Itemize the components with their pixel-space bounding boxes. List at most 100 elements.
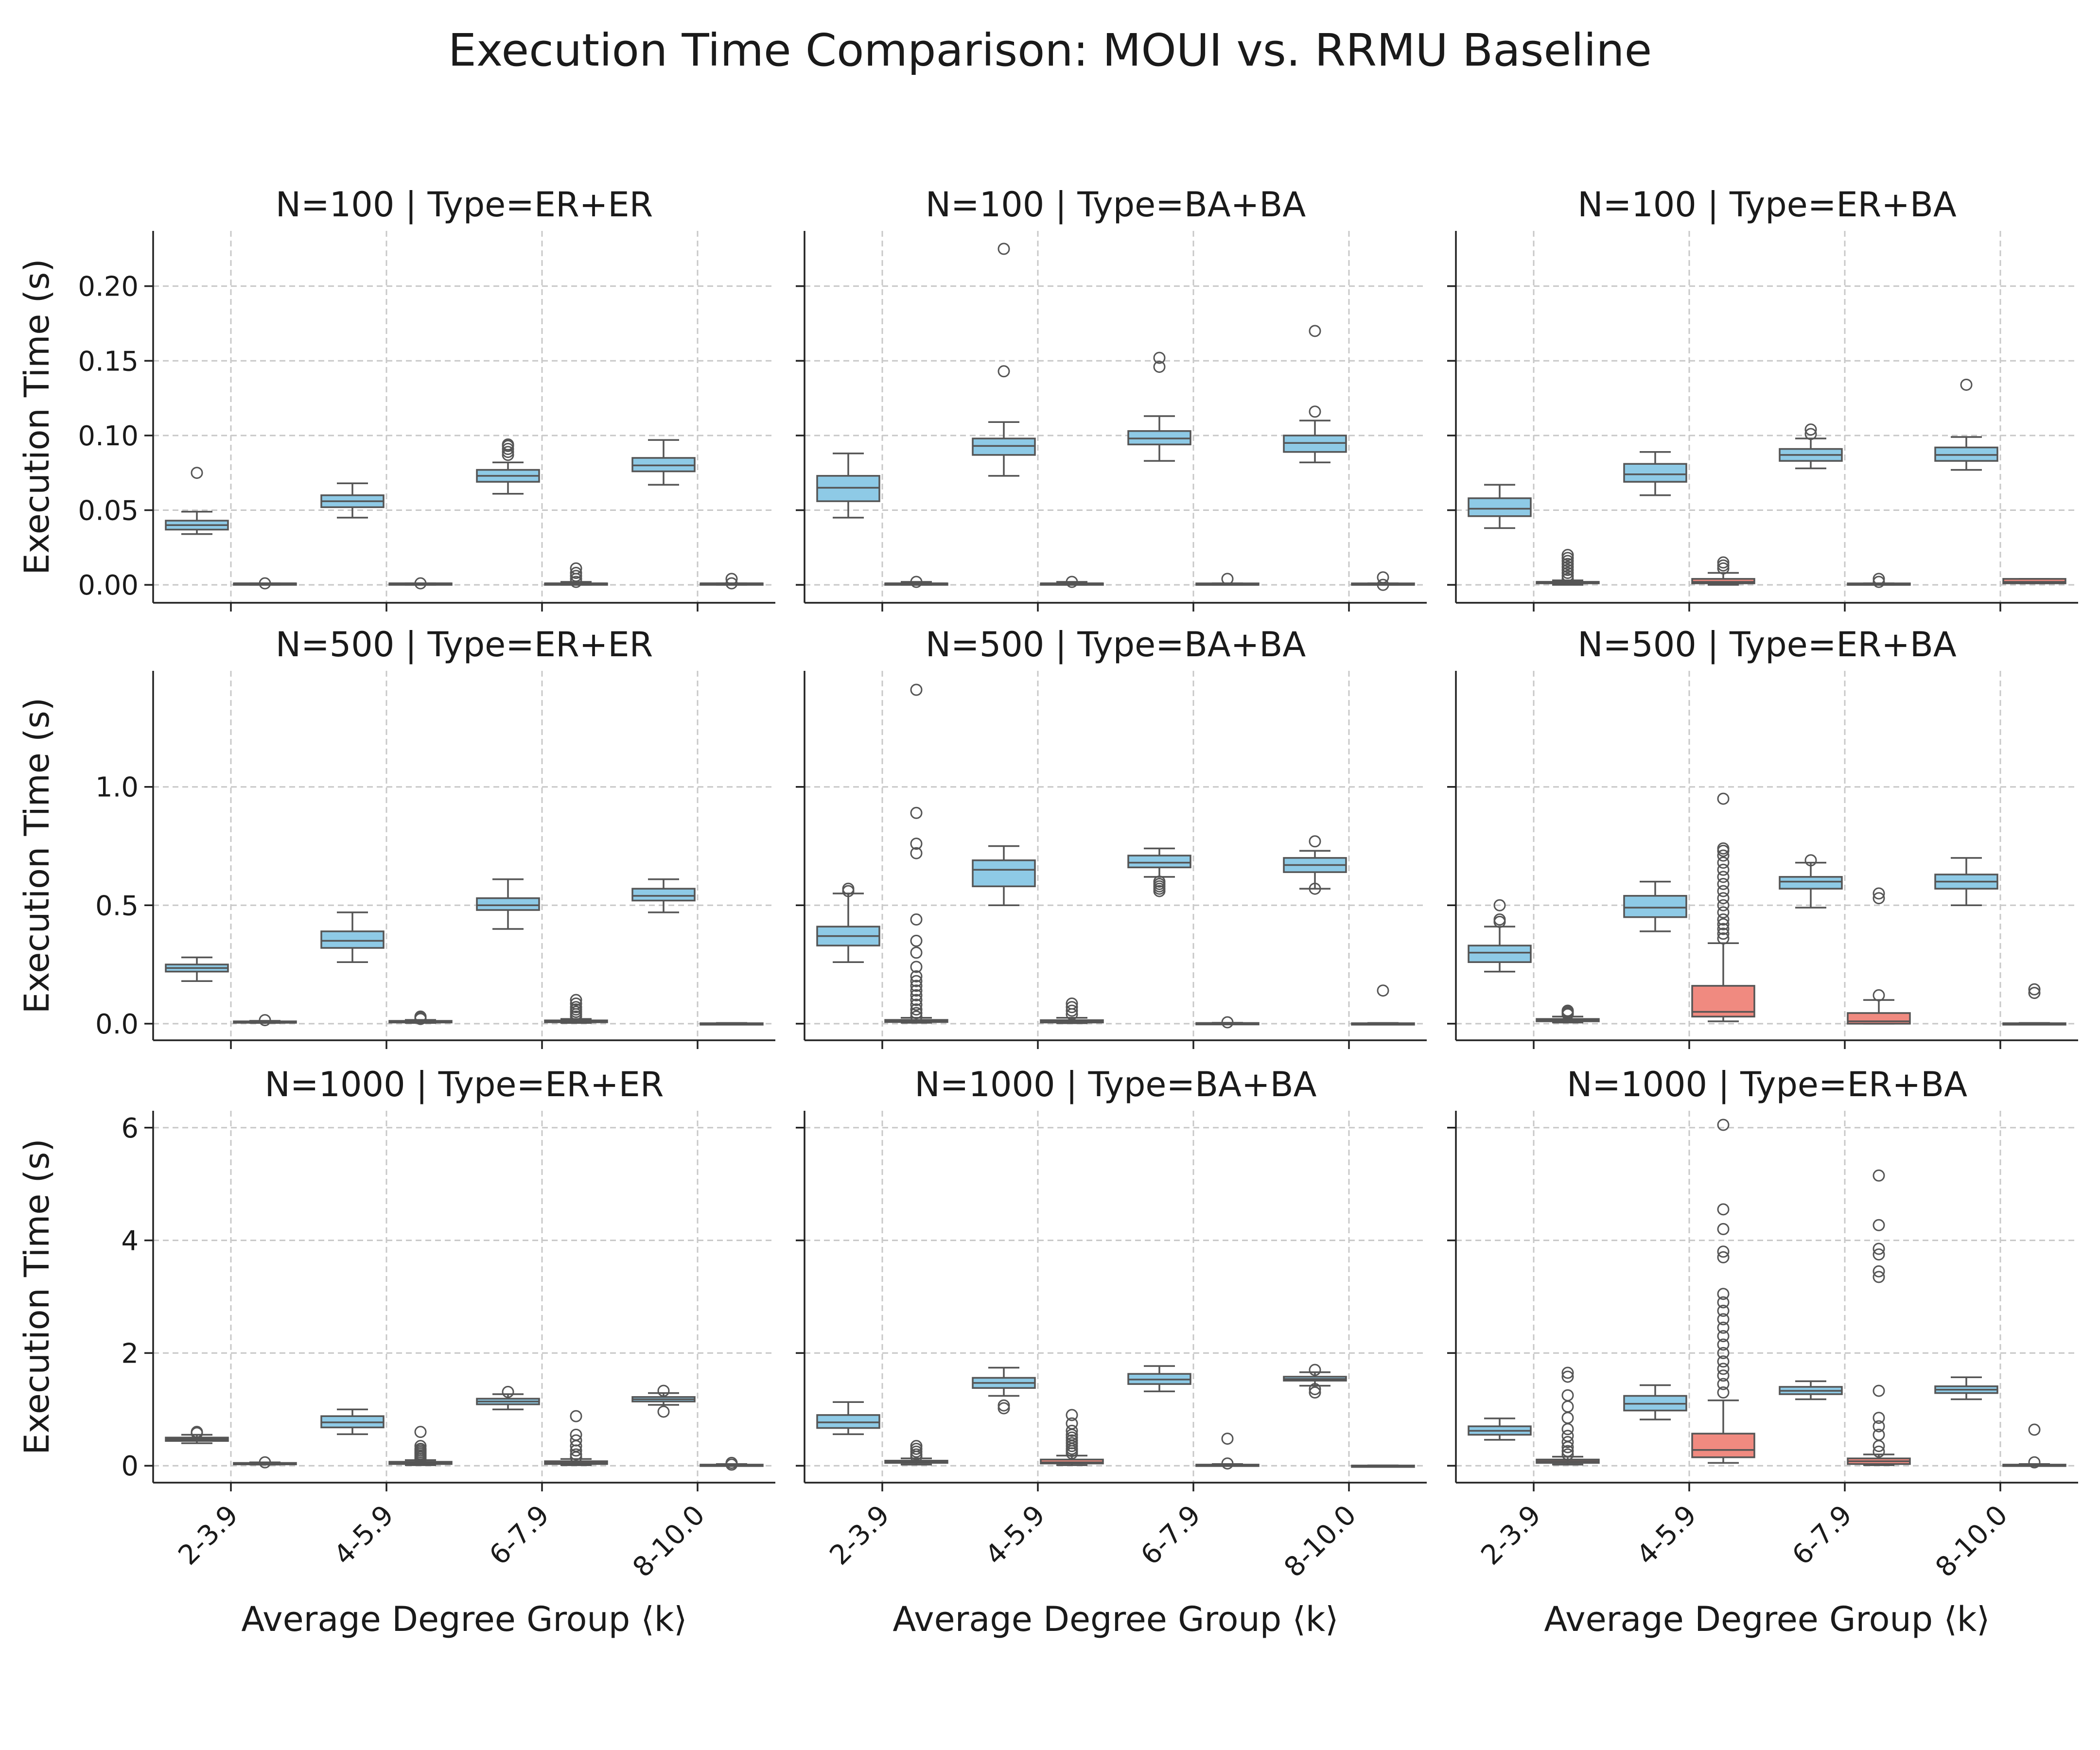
outlier-point bbox=[910, 1007, 923, 1019]
panel-title: N=1000 | Type=BA+BA bbox=[914, 1065, 1316, 1104]
rrmu-box bbox=[1691, 556, 1755, 586]
rrmu-box bbox=[233, 1014, 297, 1027]
outlier-point bbox=[1717, 849, 1730, 862]
outlier-point bbox=[1066, 1424, 1078, 1437]
moui-box bbox=[1127, 847, 1191, 897]
outlier-point bbox=[1377, 984, 1389, 997]
outlier-point bbox=[1872, 1169, 1885, 1182]
outlier-point bbox=[1561, 1448, 1574, 1461]
outlier-point bbox=[1561, 1430, 1574, 1442]
outlier-point bbox=[1804, 423, 1817, 436]
y-axis-label: Execution Time (s) bbox=[17, 259, 57, 575]
outlier-point bbox=[910, 847, 923, 859]
outlier-point bbox=[1066, 1409, 1078, 1421]
outlier-point bbox=[1561, 1389, 1574, 1401]
outlier-point bbox=[1561, 1004, 1574, 1017]
outlier-point bbox=[1717, 857, 1730, 869]
iqr-box bbox=[320, 930, 385, 949]
outlier-point bbox=[725, 577, 738, 590]
moui-box bbox=[631, 1384, 696, 1418]
rrmu-box bbox=[884, 576, 948, 588]
outlier-point bbox=[1717, 1119, 1730, 1131]
rrmu-box bbox=[1040, 997, 1104, 1024]
moui-box bbox=[1934, 378, 1998, 471]
outlier-point bbox=[657, 1405, 670, 1418]
outlier-point bbox=[1561, 1423, 1574, 1435]
moui-box bbox=[1779, 423, 1843, 470]
moui-box bbox=[1468, 1418, 1532, 1441]
x-tick-label: 2-3.9 bbox=[172, 1499, 244, 1571]
outlier-point bbox=[1493, 915, 1506, 928]
outlier-point bbox=[1872, 1445, 1885, 1458]
moui-box bbox=[631, 878, 696, 913]
outlier-point bbox=[1377, 571, 1389, 584]
outlier-point bbox=[1717, 932, 1730, 945]
outlier-point bbox=[414, 1426, 427, 1438]
outlier-point bbox=[1872, 1265, 1885, 1278]
x-axis-label: Average Degree Group ⟨k⟩ bbox=[241, 1599, 687, 1639]
outlier-point bbox=[1561, 570, 1574, 582]
outlier-point bbox=[725, 1458, 738, 1471]
moui-box bbox=[476, 1385, 540, 1411]
rrmu-box bbox=[1691, 792, 1755, 1022]
outlier-point bbox=[570, 570, 582, 582]
rrmu-box bbox=[2002, 1423, 2066, 1469]
rrmu-box bbox=[700, 1456, 764, 1471]
outlier-point bbox=[910, 994, 923, 1006]
panel-title: N=100 | Type=ER+BA bbox=[1577, 185, 1957, 225]
moui-box bbox=[165, 956, 229, 982]
outlier-point bbox=[1561, 1445, 1574, 1457]
moui-box bbox=[1468, 484, 1532, 529]
outlier-point bbox=[910, 961, 923, 973]
rrmu-box bbox=[884, 683, 948, 1024]
outlier-point bbox=[502, 1385, 514, 1398]
outlier-point bbox=[1221, 1433, 1234, 1445]
outlier-point bbox=[1717, 562, 1730, 575]
rrmu-box bbox=[544, 1410, 608, 1466]
panel-8: 2-3.9 4-5.9 6-7.9 8-10.0 N=1000 | Type=BA+BA bbox=[796, 1065, 1427, 1584]
outlier-point bbox=[1561, 1366, 1574, 1379]
moui-box bbox=[1623, 1384, 1687, 1420]
outlier-point bbox=[1717, 923, 1730, 935]
rrmu-box bbox=[1536, 549, 1600, 586]
outlier-point bbox=[1561, 567, 1574, 579]
outlier-point bbox=[1309, 1364, 1321, 1376]
rrmu-box bbox=[2002, 578, 2066, 584]
outlier-point bbox=[1717, 928, 1730, 940]
outlier-point bbox=[1717, 1330, 1730, 1343]
outlier-point bbox=[1872, 1271, 1885, 1283]
y-tick-label: 0.15 bbox=[78, 346, 139, 377]
outlier-point bbox=[910, 806, 923, 819]
outlier-point bbox=[910, 683, 923, 696]
outlier-point bbox=[1377, 578, 1389, 591]
outlier-point bbox=[1309, 405, 1321, 418]
rrmu-box bbox=[1195, 1433, 1260, 1470]
outlier-point bbox=[1960, 378, 1973, 391]
rrmu-box bbox=[700, 573, 764, 590]
x-tick-label: 6-7.9 bbox=[1786, 1499, 1858, 1571]
outlier-point bbox=[1561, 1370, 1574, 1383]
outlier-point bbox=[1221, 573, 1234, 585]
outlier-point bbox=[1872, 576, 1885, 588]
outlier-point bbox=[1872, 573, 1885, 585]
outlier-point bbox=[1561, 560, 1574, 573]
outlier-point bbox=[998, 243, 1010, 255]
outlier-point bbox=[1561, 573, 1574, 585]
outlier-point bbox=[1717, 1347, 1730, 1359]
moui-box bbox=[165, 467, 229, 535]
rrmu-box bbox=[388, 1426, 453, 1466]
moui-box bbox=[816, 882, 880, 963]
y-tick-label: 0.00 bbox=[78, 570, 139, 601]
outlier-point bbox=[414, 1010, 427, 1023]
panel-title: N=100 | Type=BA+BA bbox=[926, 185, 1306, 225]
x-tick-label: 6-7.9 bbox=[483, 1499, 555, 1571]
outlier-point bbox=[1872, 887, 1885, 900]
outlier-point bbox=[1309, 1386, 1321, 1399]
outlier-point bbox=[1493, 913, 1506, 926]
rrmu-box bbox=[1536, 1004, 1600, 1024]
outlier-point bbox=[570, 994, 582, 1006]
outlier-point bbox=[910, 980, 923, 992]
moui-box bbox=[631, 439, 696, 486]
rrmu-box bbox=[2002, 983, 2066, 1026]
moui-box bbox=[1934, 1376, 1998, 1400]
